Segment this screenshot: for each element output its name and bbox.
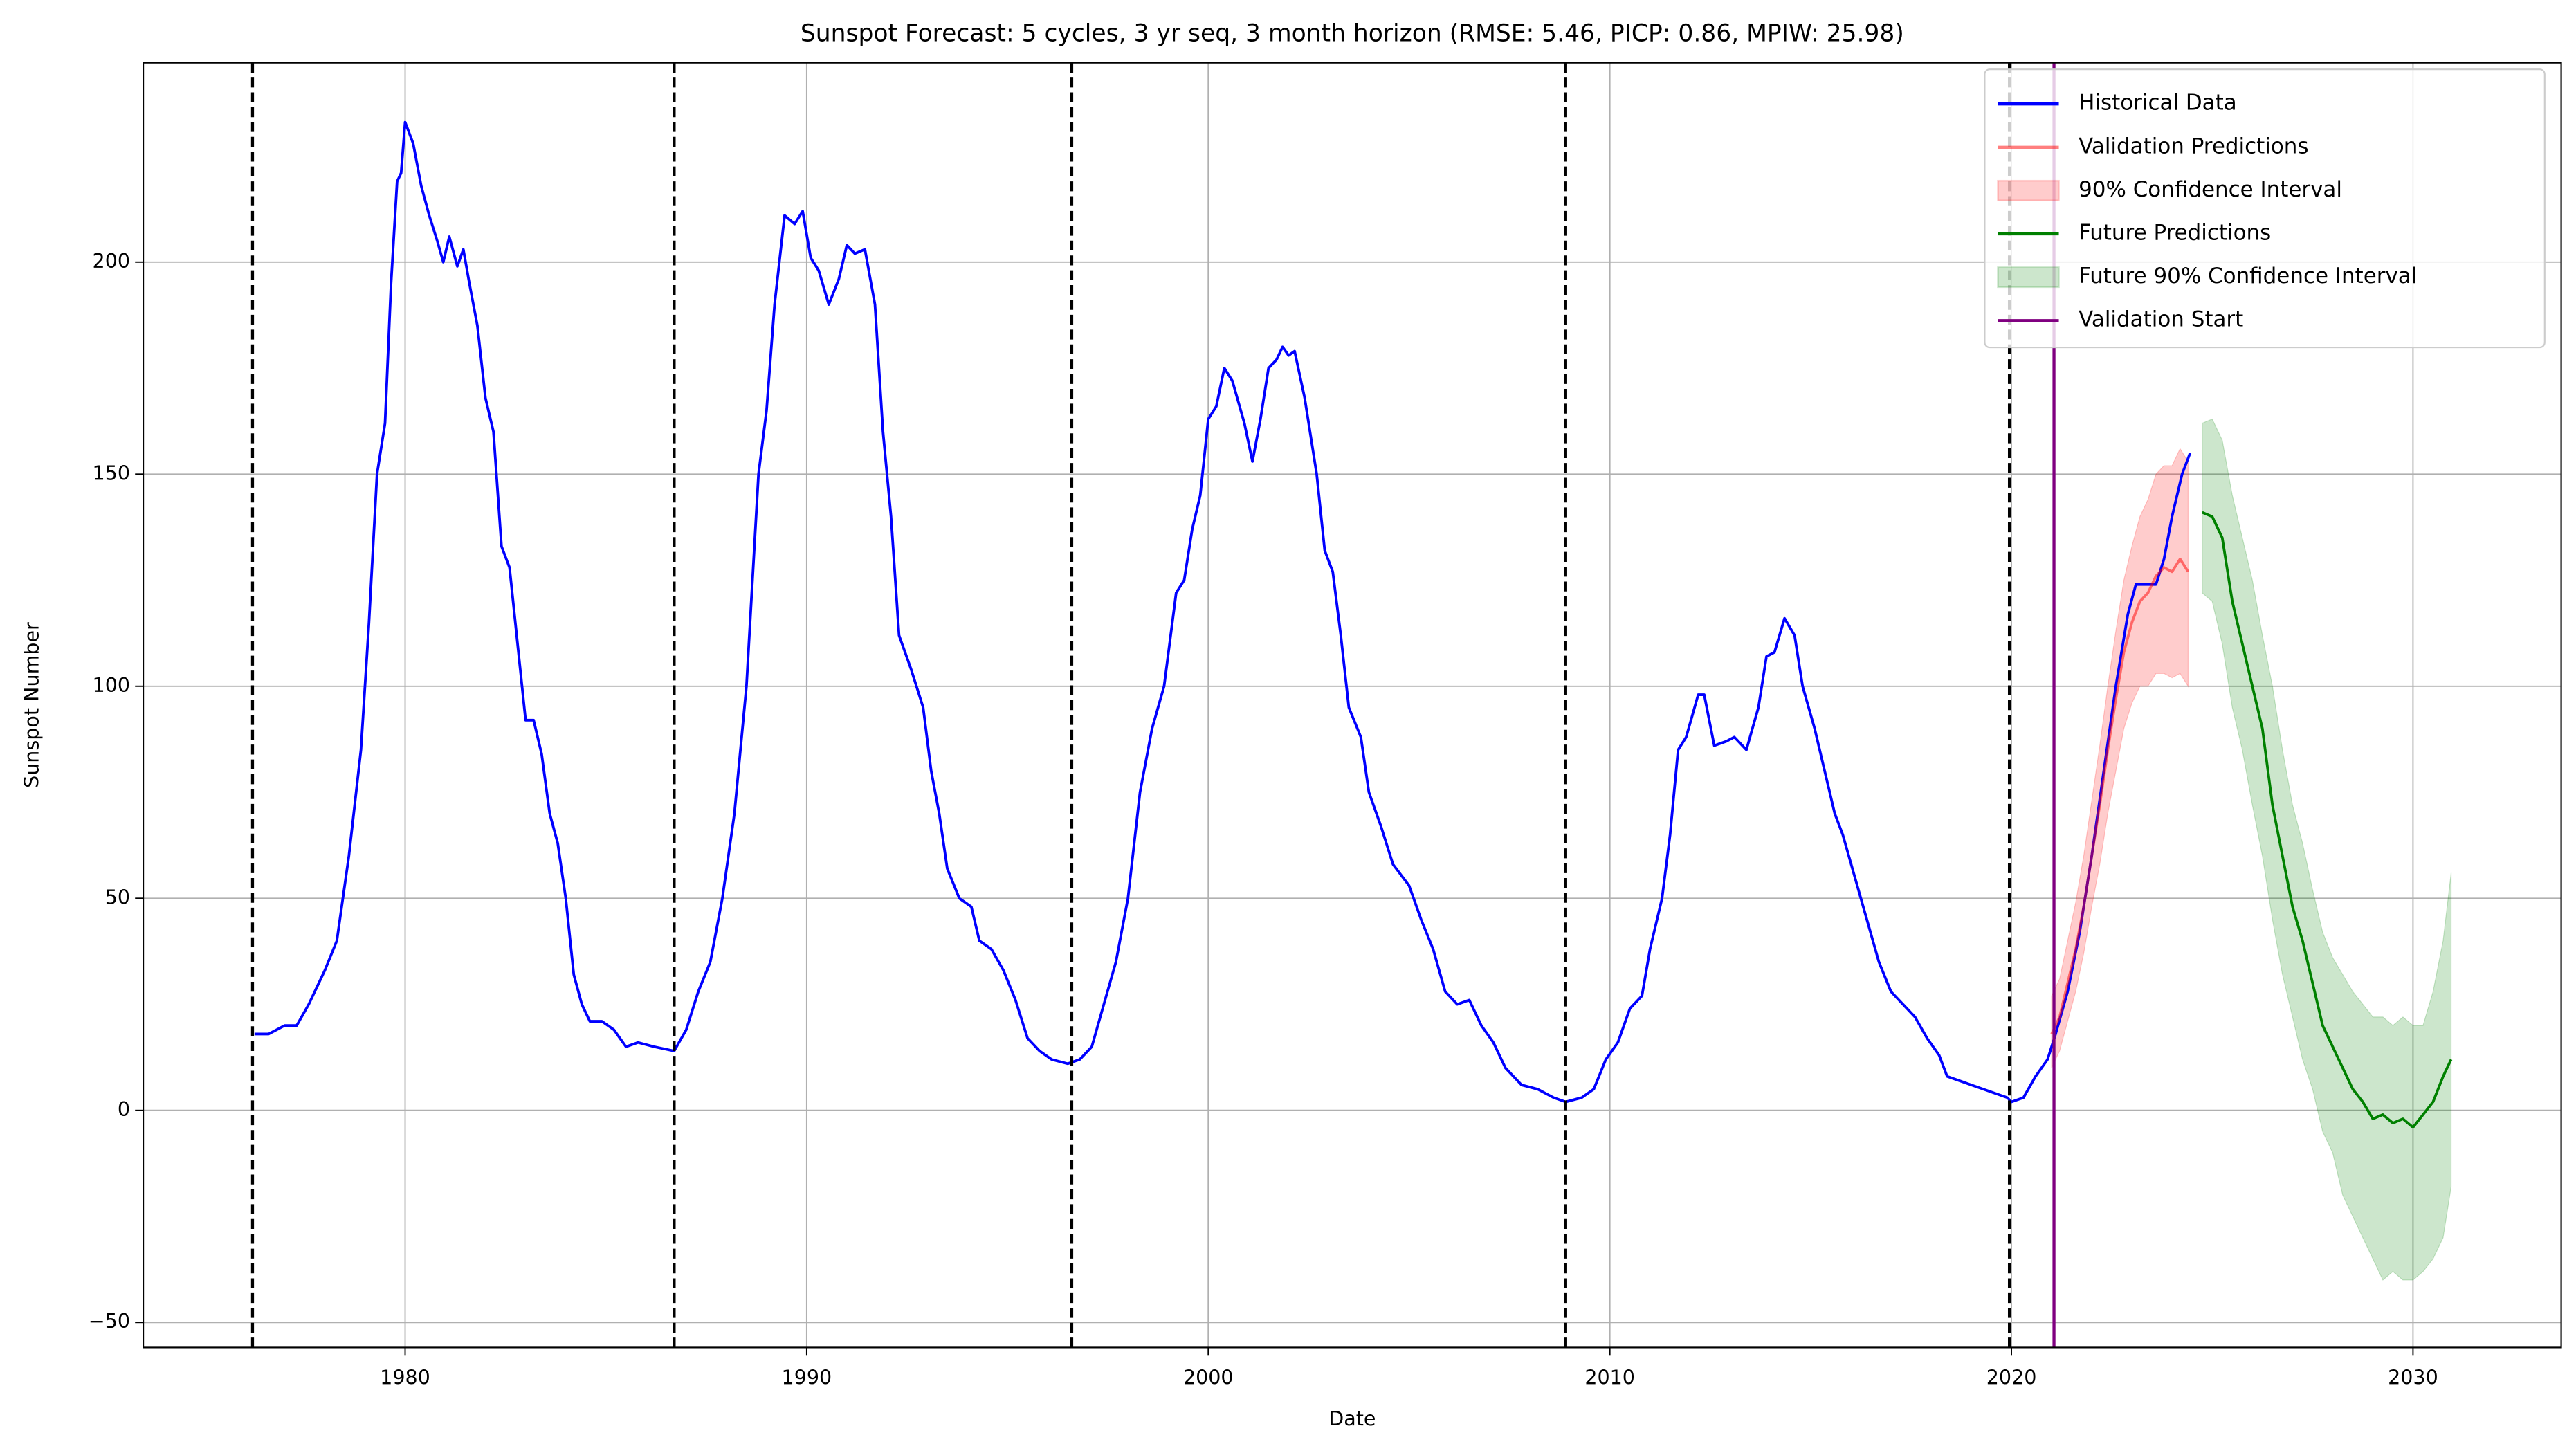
legend-swatch	[1997, 179, 2060, 201]
legend-label: Validation Start	[2079, 307, 2243, 332]
x-tick-label: 2020	[1986, 1366, 2037, 1389]
legend-label: Future 90% Confidence Interval	[2079, 264, 2417, 289]
legend-label: Validation Predictions	[2079, 134, 2308, 158]
x-tick-label: 1990	[782, 1366, 832, 1389]
x-tick-label: 2030	[2388, 1366, 2438, 1389]
y-tick-label: 150	[93, 461, 131, 484]
confidence-band	[2051, 448, 2189, 1068]
legend-swatch	[1997, 266, 2060, 289]
y-tick-label: −50	[89, 1309, 130, 1333]
chart-title: Sunspot Forecast: 5 cycles, 3 yr seq, 3 …	[801, 20, 1904, 48]
y-axis-label: Sunspot Number	[20, 622, 44, 788]
y-tick-label: 0	[118, 1097, 130, 1121]
x-axis-label: Date	[1328, 1407, 1376, 1430]
legend-box	[1984, 68, 2546, 349]
x-tick-label: 2010	[1584, 1366, 1635, 1389]
y-tick-label: 200	[93, 249, 131, 273]
data-line	[2050, 557, 2190, 1035]
plot-frame	[143, 62, 2562, 1349]
x-tick-label: 2000	[1183, 1366, 1234, 1389]
legend-label: 90% Confidence Interval	[2079, 177, 2342, 202]
data-line	[2201, 511, 2453, 1129]
x-tick-label: 1980	[380, 1366, 430, 1389]
plot-area	[250, 62, 2453, 1348]
y-tick-label: 50	[105, 885, 130, 908]
y-tick-label: 100	[93, 673, 131, 697]
confidence-band	[2202, 418, 2452, 1281]
legend-label: Future Predictions	[2079, 221, 2271, 246]
data-line	[254, 120, 2192, 1104]
legend-label: Historical Data	[2079, 91, 2237, 116]
